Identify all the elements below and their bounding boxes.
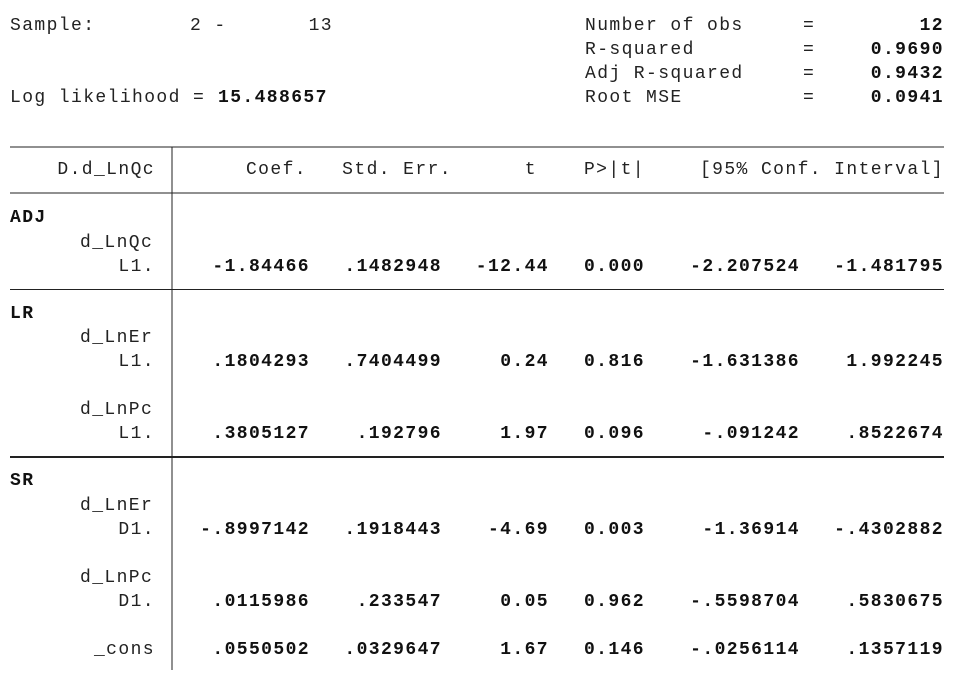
stat-label: Adj R-squared [585,64,744,84]
stat-value: 12 [919,16,944,36]
coef-cell: -1.36914 [702,519,800,540]
coef-cell: 0.05 [500,591,549,612]
coef-cell: .1357119 [846,639,944,660]
coef-cell: 1.67 [500,639,549,660]
coef-cell: -12.44 [475,256,549,277]
variable-name: d_LnPc [80,400,154,420]
lag-label: D1. [118,519,155,540]
column-header: D.d_LnQc [57,160,155,180]
log-likelihood-label: Log likelihood = [10,88,206,108]
coef-cell: -1.631386 [690,352,800,372]
sample-start: 2 - [190,16,227,36]
coef-cell: .8522674 [846,424,944,444]
coef-cell: 1.992245 [846,352,944,372]
variable-name: d_LnPc [80,567,154,588]
lag-label: D1. [118,591,155,612]
stat-value: 0.0941 [870,88,944,108]
coef-cell: -1.84466 [212,256,310,277]
coef-cell: .1482948 [344,256,442,277]
stat-equals: = [803,40,816,60]
coef-cell: 0.24 [500,352,549,372]
stat-value: 0.9432 [870,64,944,84]
coef-cell: -.091242 [702,424,800,444]
coef-cell: -2.207524 [690,256,800,277]
stat-label: R-squared [585,40,695,60]
coef-cell: .7404499 [344,352,442,372]
column-header: Coef. [245,160,307,180]
coef-cell: 0.816 [583,352,645,372]
coef-cell: .5830675 [846,591,944,612]
coef-cell: 0.096 [583,424,645,444]
coef-cell: .192796 [356,424,442,444]
variable-name: _cons [93,639,155,660]
coef-cell: .0115986 [212,591,310,612]
coef-cell: -.0256114 [690,639,800,660]
coef-cell: 1.97 [500,424,549,444]
coef-cell: 0.962 [583,591,645,612]
column-header: t [524,160,537,180]
variable-name: d_LnEr [80,495,154,516]
coef-cell: .0550502 [212,639,310,660]
sample-end: 13 [308,16,333,36]
coef-cell: .1804293 [212,352,310,372]
stat-label: Number of obs [585,16,744,36]
stat-label: Root MSE [585,88,683,108]
stat-equals: = [803,64,816,84]
stat-equals: = [803,88,816,108]
coef-cell: -.5598704 [690,591,800,612]
coef-cell: .233547 [356,591,442,612]
variable-name: d_LnQc [80,232,154,253]
stat-equals: = [803,16,816,36]
coef-cell: .0329647 [344,639,442,660]
log-likelihood: 15.488657 [218,88,328,108]
column-header: [95% Conf. Interval] [699,160,944,180]
coef-cell: 0.000 [583,256,645,277]
coef-cell: 0.146 [583,639,645,660]
column-header: P>|t| [583,160,645,180]
coef-cell: 0.003 [583,519,645,540]
coef-cell: -4.69 [487,519,549,540]
section-name: SR [10,471,35,491]
section-name: LR [10,303,35,324]
column-header: Std. Err. [342,160,452,180]
lag-label: L1. [118,424,155,444]
lag-label: L1. [118,256,155,277]
coef-cell: .3805127 [212,424,310,444]
coef-cell: -.4302882 [834,519,944,540]
sample-label: Sample: [10,16,96,36]
stat-value: 0.9690 [870,40,944,60]
coef-cell: -.8997142 [200,519,310,540]
section-name: ADJ [10,208,47,228]
variable-name: d_LnEr [80,328,154,348]
lag-label: L1. [118,352,155,372]
coef-cell: .1918443 [344,519,442,540]
coef-cell: -1.481795 [834,256,944,277]
